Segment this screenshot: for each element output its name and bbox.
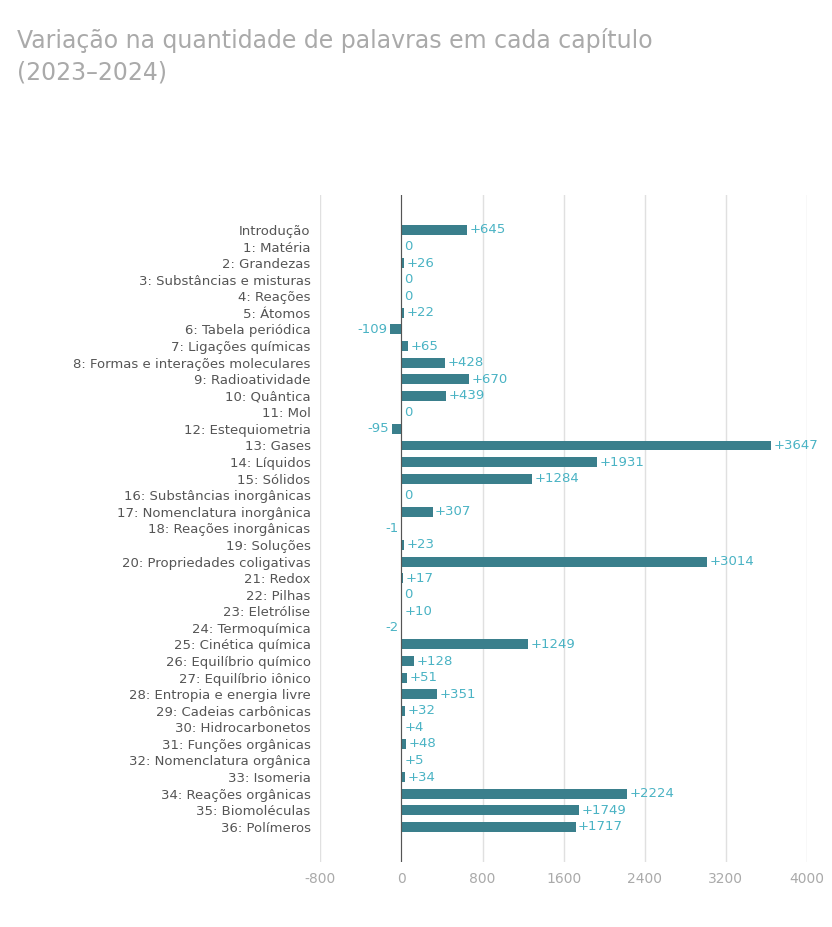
- Text: +48: +48: [409, 737, 437, 751]
- Text: +34: +34: [408, 770, 435, 783]
- Bar: [402, 440, 771, 451]
- Bar: [402, 806, 579, 815]
- Bar: [402, 474, 532, 484]
- Text: +22: +22: [406, 306, 434, 320]
- Text: -109: -109: [358, 323, 388, 336]
- Text: 0: 0: [404, 273, 413, 286]
- Text: 0: 0: [404, 489, 413, 502]
- Text: +128: +128: [417, 654, 453, 667]
- Bar: [402, 507, 433, 516]
- Bar: [402, 225, 467, 235]
- Text: +1717: +1717: [578, 820, 623, 833]
- Bar: [402, 640, 528, 650]
- Bar: [392, 424, 402, 434]
- Bar: [390, 324, 402, 335]
- Bar: [402, 705, 404, 716]
- Text: +351: +351: [439, 688, 476, 701]
- Bar: [402, 739, 406, 749]
- Text: +428: +428: [448, 356, 483, 369]
- Text: +10: +10: [405, 604, 433, 617]
- Text: 0: 0: [404, 290, 413, 303]
- Text: 0: 0: [404, 589, 413, 602]
- Text: +26: +26: [407, 257, 434, 270]
- Bar: [402, 673, 407, 682]
- Text: +1249: +1249: [531, 638, 576, 651]
- Text: -1: -1: [385, 522, 399, 535]
- Text: +3014: +3014: [710, 555, 755, 568]
- Text: +670: +670: [472, 373, 508, 386]
- Text: +439: +439: [448, 389, 485, 402]
- Text: +3647: +3647: [774, 439, 819, 452]
- Text: -2: -2: [385, 621, 399, 634]
- Text: Variação na quantidade de palavras em cada capítulo
(2023–2024): Variação na quantidade de palavras em ca…: [17, 28, 652, 84]
- Bar: [402, 540, 404, 550]
- Bar: [402, 772, 405, 782]
- Bar: [402, 457, 597, 467]
- Text: 0: 0: [404, 406, 413, 419]
- Text: +65: +65: [410, 339, 438, 352]
- Bar: [402, 341, 408, 351]
- Bar: [402, 656, 414, 666]
- Text: +1749: +1749: [582, 804, 626, 817]
- Bar: [402, 391, 446, 400]
- Text: +1931: +1931: [600, 455, 645, 468]
- Bar: [402, 375, 469, 384]
- Text: +5: +5: [404, 754, 424, 767]
- Text: +17: +17: [406, 572, 433, 585]
- Bar: [402, 822, 576, 832]
- Text: +307: +307: [435, 505, 472, 518]
- Bar: [402, 606, 403, 616]
- Text: +1284: +1284: [534, 472, 579, 485]
- Text: +645: +645: [469, 223, 506, 236]
- Text: +32: +32: [407, 705, 435, 717]
- Bar: [402, 573, 404, 583]
- Text: +4: +4: [404, 721, 423, 734]
- Bar: [402, 689, 437, 699]
- Bar: [402, 308, 404, 318]
- Text: -95: -95: [368, 423, 389, 436]
- Text: +51: +51: [409, 671, 437, 684]
- Text: +23: +23: [406, 539, 434, 552]
- Bar: [402, 556, 707, 566]
- Text: 0: 0: [404, 240, 413, 253]
- Text: +2224: +2224: [630, 787, 675, 800]
- Bar: [402, 358, 445, 368]
- Bar: [402, 258, 404, 268]
- Bar: [402, 789, 627, 799]
